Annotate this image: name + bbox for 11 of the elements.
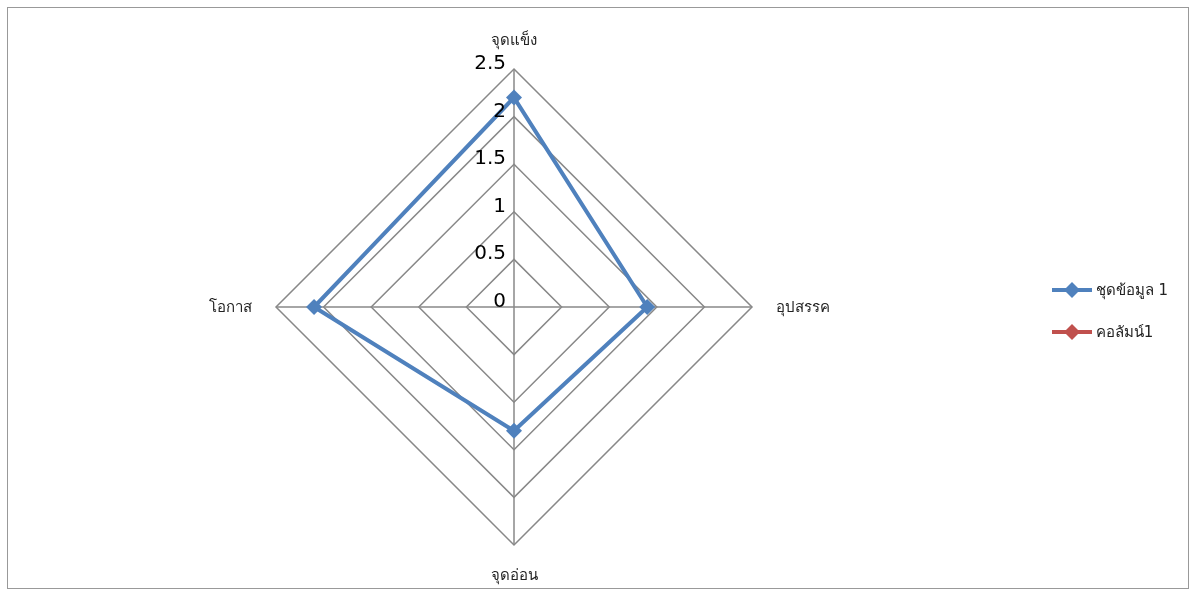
legend-label: ชุดข้อมูล 1 — [1095, 280, 1168, 302]
spoke-label: อุปสรรค — [776, 298, 830, 318]
y-tick-label: 0.5 — [474, 240, 506, 265]
spoke-label: โอกาส — [209, 298, 252, 317]
spoke-label: จุดอ่อน — [490, 565, 538, 585]
y-tick-label: 0 — [493, 288, 506, 312]
spoke-label: จุดแข็ง — [491, 30, 537, 50]
y-tick-label: 1 — [493, 192, 506, 217]
y-tick-label: 1.5 — [474, 145, 506, 170]
y-tick-label: 2.5 — [474, 50, 506, 74]
legend-label: คอลัมน์1 — [1095, 322, 1154, 343]
